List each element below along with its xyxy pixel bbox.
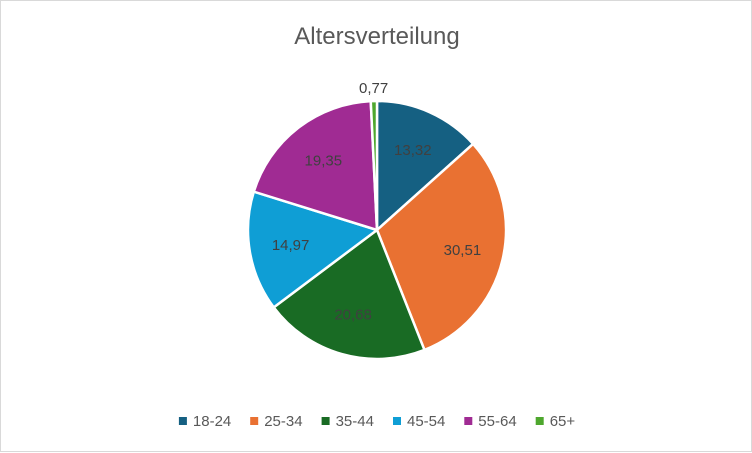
legend-swatch-65+ [535,417,544,425]
legend-item-35-44: 35-44 [321,413,374,430]
legend-item-45-54: 45-54 [393,413,445,430]
pie-slices [246,99,508,361]
legend-item-55-64: 55-64 [464,413,517,430]
data-label-25-34: 30,51 [444,242,482,259]
data-label-65+: 0,77 [359,80,388,97]
legend-item-65+: 65+ [535,413,576,430]
legend-swatch-18-24 [178,417,187,425]
data-label-55-64: 19,35 [305,153,343,170]
legend-swatch-35-44 [321,417,330,425]
legend-label-35-44: 35-44 [336,413,374,430]
data-labels: 13,32 30,51 20,68 14,97 19,35 0,77 [272,80,481,323]
legend-label-65+: 65+ [550,413,576,430]
pie-slice-65+ [369,99,379,232]
legend-label-18-24: 18-24 [193,413,231,430]
pie-slice-18-24 [375,99,475,232]
legend-swatch-25-34 [250,417,259,425]
legend-label-45-54: 45-54 [407,413,445,430]
pie-slice-55-64 [252,99,379,232]
legend: 18-24 25-34 35-44 45-54 55-64 65+ [178,413,576,430]
legend-item-18-24: 18-24 [178,413,231,430]
legend-swatch-45-54 [393,417,401,425]
data-label-35-44: 20,68 [334,306,372,323]
legend-swatch-55-64 [464,417,473,425]
pie-slice-35-44 [272,228,426,361]
pie-slice-25-34 [375,142,508,352]
data-label-45-54: 14,97 [272,237,310,254]
chart-title: Altersverteilung [294,23,459,50]
legend-label-55-64: 55-64 [478,413,516,430]
legend-label-25-34: 25-34 [264,413,302,430]
legend-item-25-34: 25-34 [250,413,303,430]
data-label-18-24: 13,32 [394,142,432,159]
